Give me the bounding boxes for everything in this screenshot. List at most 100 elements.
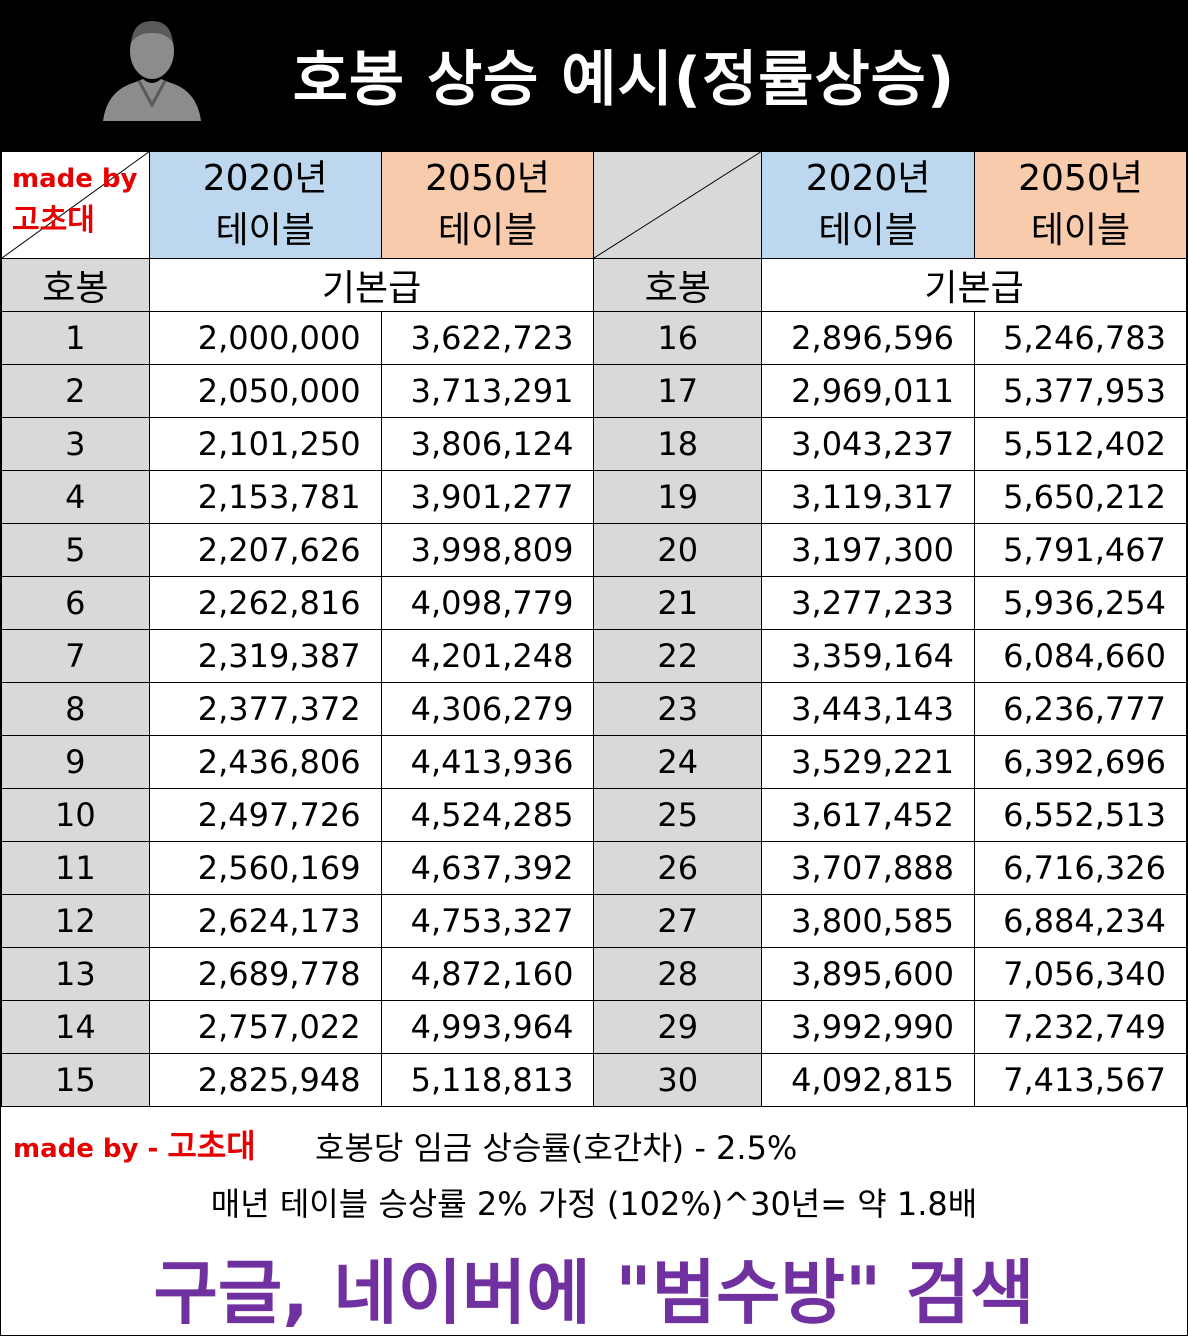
step-number-right: 21 (593, 576, 763, 630)
step-number-right: 25 (593, 788, 763, 842)
pay-2020-left: 2,757,022 (148, 1000, 382, 1054)
pay-2020-right: 3,800,585 (761, 894, 976, 948)
left-2020-table: 테이블 (215, 210, 315, 251)
pay-2050-left: 5,118,813 (380, 1053, 595, 1107)
step-number-left: 11 (1, 841, 150, 895)
table-row: 10 2,497,726 4,524,285 25 3,617,452 6,552,513 (1, 788, 1187, 842)
pay-2020-right: 3,617,452 (761, 788, 976, 842)
right-2050-year: 2050년 (1018, 158, 1143, 199)
step-number-right: 28 (593, 947, 763, 1001)
madeby-label-bottom: made by - 고초대 (13, 1121, 256, 1167)
pay-2020-right: 3,043,237 (761, 417, 976, 471)
table-row: 7 2,319,387 4,201,248 22 3,359,164 6,084,660 (1, 629, 1187, 683)
left-2050-year: 2050년 (425, 158, 550, 199)
table-row: 9 2,436,806 4,413,936 24 3,529,221 6,392,696 (1, 735, 1187, 789)
pay-2050-right: 6,552,513 (974, 788, 1187, 842)
pay-2050-right: 7,232,749 (974, 1000, 1187, 1054)
pay-2020-left: 2,377,372 (148, 682, 382, 736)
table-row: 12 2,624,173 4,753,327 27 3,800,585 6,884,234 (1, 894, 1187, 948)
pay-2020-left: 2,262,816 (148, 576, 382, 630)
right-2020-year: 2020년 (805, 158, 931, 199)
pay-2020-left: 2,319,387 (148, 629, 382, 683)
pay-2020-left: 2,436,806 (148, 735, 382, 789)
table-row: 3 2,101,250 3,806,124 18 3,043,237 5,512,402 (1, 417, 1187, 471)
pay-2050-right: 6,084,660 (974, 629, 1187, 683)
pay-2020-left: 2,000,000 (148, 311, 382, 365)
pay-2050-left: 3,998,809 (380, 523, 595, 577)
pay-2020-left: 2,101,250 (148, 417, 382, 471)
step-number-left: 12 (1, 894, 150, 948)
pay-2020-left: 2,689,778 (148, 947, 382, 1001)
step-number-right: 22 (593, 629, 763, 683)
pay-2050-right: 6,884,234 (974, 894, 1187, 948)
madeby-name: 고초대 (167, 1127, 256, 1165)
pay-2050-right: 5,791,467 (974, 523, 1187, 577)
pay-2050-left: 3,901,277 (380, 470, 595, 524)
pay-2050-left: 4,637,392 (380, 841, 595, 895)
table-row: 8 2,377,372 4,306,279 23 3,443,143 6,236,777 (1, 682, 1187, 736)
pay-2050-left: 3,806,124 (380, 417, 595, 471)
table-growth-note: 매년 테이블 승상률 2% 가정 (102%)^30년= 약 1.8배 (210, 1185, 978, 1223)
step-number-right: 20 (593, 523, 763, 577)
pay-2020-right: 3,529,221 (761, 735, 976, 789)
raise-rate-note: 호봉당 임금 상승률(호간차) - 2.5% (315, 1129, 798, 1167)
left-2020-header: 2020년 테이블 (148, 151, 382, 259)
madeby-line1: made by (12, 164, 138, 194)
pay-2050-left: 3,622,723 (380, 311, 595, 365)
pay-2050-right: 5,936,254 (974, 576, 1187, 630)
step-number-left: 3 (1, 417, 150, 471)
pay-2020-left: 2,207,626 (148, 523, 382, 577)
pay-2050-left: 4,201,248 (380, 629, 595, 683)
step-number-right: 17 (593, 364, 763, 418)
pay-2020-right: 3,277,233 (761, 576, 976, 630)
salary-table: made by 고초대 2020년 테이블 2050년 테이블 2020년 테이… (1, 151, 1187, 1107)
pay-2050-left: 4,993,964 (380, 1000, 595, 1054)
step-number-right: 26 (593, 841, 763, 895)
pay-label-right: 기본급 (761, 258, 1187, 312)
table-row: 2 2,050,000 3,713,291 17 2,969,011 5,377,953 (1, 364, 1187, 418)
left-2050-header: 2050년 테이블 (380, 151, 595, 259)
step-number-right: 27 (593, 894, 763, 948)
pay-2050-left: 4,524,285 (380, 788, 595, 842)
table-row: 15 2,825,948 5,118,813 30 4,092,815 7,413,567 (1, 1053, 1187, 1107)
pay-2020-right: 3,359,164 (761, 629, 976, 683)
pay-2020-right: 3,197,300 (761, 523, 976, 577)
table-subheader-row: 호봉 기본급 호봉 기본급 (1, 258, 1187, 312)
step-number-left: 6 (1, 576, 150, 630)
madeby-line2: 고초대 (12, 203, 95, 238)
step-label-left: 호봉 (1, 258, 150, 312)
table-header-row: made by 고초대 2020년 테이블 2050년 테이블 2020년 테이… (1, 151, 1187, 259)
pay-2020-left: 2,153,781 (148, 470, 382, 524)
table-row: 13 2,689,778 4,872,160 28 3,895,600 7,056,340 (1, 947, 1187, 1001)
table-body: 1 2,000,000 3,622,723 16 2,896,596 5,246,783 2… (1, 311, 1187, 1107)
user-silhouette-icon (93, 11, 211, 121)
pay-2050-left: 4,306,279 (380, 682, 595, 736)
pay-2020-right: 3,992,990 (761, 1000, 976, 1054)
pay-2050-right: 6,236,777 (974, 682, 1187, 736)
pay-2020-right: 4,092,815 (761, 1053, 976, 1107)
pay-2050-left: 4,872,160 (380, 947, 595, 1001)
left-2050-table: 테이블 (437, 210, 538, 251)
diagonal-line (2, 152, 149, 258)
left-2020-year: 2020년 (202, 158, 328, 199)
table-row: 4 2,153,781 3,901,277 19 3,119,317 5,650,212 (1, 470, 1187, 524)
pay-2050-left: 4,413,936 (380, 735, 595, 789)
table-row: 5 2,207,626 3,998,809 20 3,197,300 5,791,467 (1, 523, 1187, 577)
pay-2020-left: 2,624,173 (148, 894, 382, 948)
pay-2050-left: 3,713,291 (380, 364, 595, 418)
pay-2050-right: 5,512,402 (974, 417, 1187, 471)
step-number-right: 19 (593, 470, 763, 524)
pay-2050-right: 6,392,696 (974, 735, 1187, 789)
pay-2050-right: 5,377,953 (974, 364, 1187, 418)
pay-2020-right: 3,895,600 (761, 947, 976, 1001)
step-number-right: 16 (593, 311, 763, 365)
right-2020-table: 테이블 (818, 210, 918, 251)
step-number-left: 15 (1, 1053, 150, 1107)
pay-2050-right: 6,716,326 (974, 841, 1187, 895)
step-number-right: 24 (593, 735, 763, 789)
corner-cell: made by 고초대 (1, 151, 150, 259)
step-number-left: 13 (1, 947, 150, 1001)
footer: made by - 고초대 호봉당 임금 상승률(호간차) - 2.5% 매년 … (1, 1109, 1187, 1335)
step-number-left: 14 (1, 1000, 150, 1054)
